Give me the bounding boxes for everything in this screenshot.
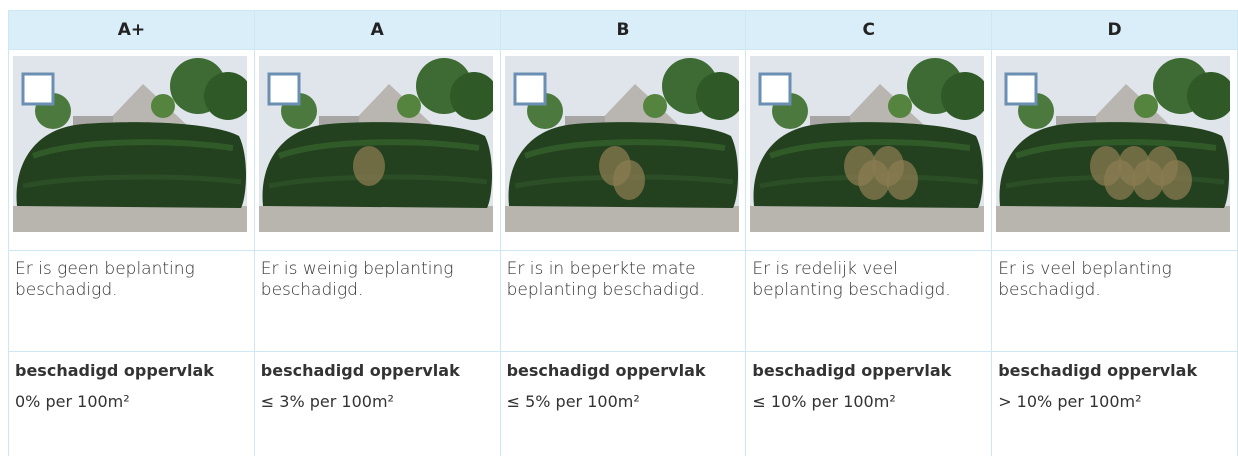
measure-cell: beschadigd oppervlak 0% per 100m²	[9, 352, 255, 456]
measure-label: beschadigd oppervlak	[15, 360, 248, 381]
column-header: D	[992, 11, 1238, 50]
description: Er is geen beplanting beschadigd.	[9, 251, 255, 352]
image-cell	[9, 50, 255, 251]
image-cell	[992, 50, 1238, 251]
measure-label: beschadigd oppervlak	[998, 360, 1231, 381]
description: Er is weinig beplanting beschadigd.	[254, 251, 500, 352]
image-row	[9, 50, 1238, 251]
measure-cell: beschadigd oppervlak ≤ 10% per 100m²	[746, 352, 992, 456]
description: Er is in beperkte mate beplanting bescha…	[500, 251, 746, 352]
image-cell	[746, 50, 992, 251]
hedge-photo	[750, 56, 984, 232]
measure-value: ≤ 5% per 100m²	[507, 391, 740, 412]
description: Er is redelijk veel beplanting beschadig…	[746, 251, 992, 352]
hedge-photo	[259, 56, 493, 232]
measure-value: ≤ 10% per 100m²	[752, 391, 985, 412]
description: Er is veel beplanting beschadigd.	[992, 251, 1238, 352]
measure-label: beschadigd oppervlak	[261, 360, 494, 381]
image-cell	[254, 50, 500, 251]
measure-label: beschadigd oppervlak	[507, 360, 740, 381]
column-header: A	[254, 11, 500, 50]
hedge-photo	[996, 56, 1230, 232]
column-header: B	[500, 11, 746, 50]
measure-value: ≤ 3% per 100m²	[261, 391, 494, 412]
measure-value: > 10% per 100m²	[998, 391, 1231, 412]
column-header: A+	[9, 11, 255, 50]
measure-cell: beschadigd oppervlak ≤ 5% per 100m²	[500, 352, 746, 456]
measure-value: 0% per 100m²	[15, 391, 248, 412]
hedge-photo	[13, 56, 247, 232]
column-header: C	[746, 11, 992, 50]
measure-cell: beschadigd oppervlak ≤ 3% per 100m²	[254, 352, 500, 456]
hedge-photo	[505, 56, 739, 232]
image-cell	[500, 50, 746, 251]
measure-cell: beschadigd oppervlak > 10% per 100m²	[992, 352, 1238, 456]
measure-label: beschadigd oppervlak	[752, 360, 985, 381]
description-row: Er is geen beplanting beschadigd.Er is w…	[9, 251, 1238, 352]
